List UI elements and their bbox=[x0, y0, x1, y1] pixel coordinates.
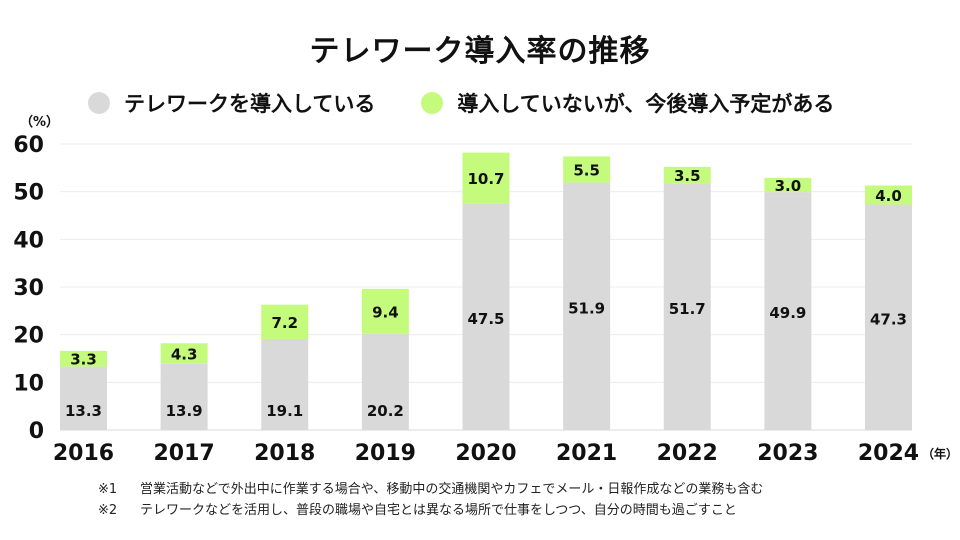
bar-adopted bbox=[865, 204, 912, 430]
x-tick-label: 2019 bbox=[355, 441, 416, 466]
data-label-adopted: 13.3 bbox=[65, 402, 102, 420]
x-tick-label: 2021 bbox=[556, 441, 617, 466]
data-label-planned: 3.3 bbox=[70, 351, 97, 369]
chart-title: テレワーク導入率の推移 bbox=[309, 34, 651, 69]
footnote-2: ※2 テレワークなどを活用し、普段の職場や自宅とは異なる場所で仕事をしつつ、自分… bbox=[98, 500, 763, 521]
legend-label-adopted: テレワークを導入している bbox=[124, 92, 376, 116]
bar-planned bbox=[563, 156, 611, 183]
y-tick-label: 10 bbox=[13, 371, 44, 396]
legend-swatch-planned bbox=[421, 92, 444, 114]
x-tick-label: 2023 bbox=[757, 441, 818, 466]
bar-adopted bbox=[462, 203, 510, 430]
footnote-1: ※1 営業活動などで外出中に作業する場合や、移動中の交通機関やカフェでメール・日… bbox=[98, 479, 763, 500]
data-label-adopted: 49.9 bbox=[769, 304, 806, 322]
footnote-mark: ※2 bbox=[98, 503, 118, 518]
footnotes: ※1 営業活動などで外出中に作業する場合や、移動中の交通機関やカフェでメール・日… bbox=[98, 479, 763, 521]
bar-adopted bbox=[764, 192, 812, 430]
bar-planned bbox=[865, 185, 912, 205]
data-label-adopted: 13.9 bbox=[166, 402, 203, 420]
data-label-adopted: 47.5 bbox=[467, 310, 504, 328]
data-label-planned: 3.0 bbox=[775, 177, 802, 195]
legend: テレワークを導入している 導入していないが、今後導入予定がある bbox=[88, 88, 880, 118]
data-label-planned: 5.5 bbox=[573, 162, 600, 180]
data-label-adopted: 19.1 bbox=[266, 402, 303, 420]
bar-adopted bbox=[60, 366, 107, 430]
legend-swatch-adopted bbox=[88, 92, 110, 114]
y-tick-label: 60 bbox=[13, 133, 44, 158]
data-label-planned: 3.5 bbox=[674, 167, 701, 185]
data-label-planned: 9.4 bbox=[372, 303, 399, 321]
bar-planned bbox=[160, 343, 208, 364]
bar-planned bbox=[663, 166, 711, 184]
x-tick-label: 2024 bbox=[858, 441, 919, 466]
x-axis-unit: （年） bbox=[922, 447, 959, 461]
data-label-adopted: 51.9 bbox=[568, 299, 605, 317]
y-tick-label: 30 bbox=[13, 276, 44, 301]
data-label-planned: 4.0 bbox=[875, 187, 902, 205]
data-label-planned: 7.2 bbox=[271, 314, 298, 332]
bar-planned bbox=[764, 177, 812, 193]
bar-adopted bbox=[261, 338, 309, 430]
y-axis-unit: （%） bbox=[20, 115, 60, 130]
footnote-mark: ※1 bbox=[98, 482, 118, 497]
y-tick-label: 50 bbox=[13, 181, 44, 206]
x-tick-label: 2018 bbox=[254, 441, 315, 466]
bar-adopted bbox=[563, 182, 611, 430]
bar-planned bbox=[361, 288, 409, 334]
bar-planned bbox=[462, 152, 510, 204]
data-label-planned: 10.7 bbox=[467, 170, 504, 188]
y-tick-label: 0 bbox=[29, 419, 44, 444]
legend-item-adopted: テレワークを導入している bbox=[88, 88, 375, 118]
x-tick-label: 2020 bbox=[455, 441, 516, 466]
footnote-text: テレワークなどを活用し、普段の職場や自宅とは異なる場所で仕事をしつつ、自分の時間… bbox=[140, 503, 737, 518]
y-tick-label: 20 bbox=[13, 324, 44, 349]
x-tick-label: 2017 bbox=[154, 441, 215, 466]
bar-planned bbox=[261, 304, 309, 339]
y-tick-label: 40 bbox=[13, 228, 44, 253]
x-tick-label: 2016 bbox=[53, 441, 114, 466]
data-label-planned: 4.3 bbox=[171, 345, 198, 363]
bar-adopted bbox=[663, 183, 711, 430]
x-tick-label: 2022 bbox=[657, 441, 718, 466]
bar-adopted bbox=[160, 363, 208, 430]
data-label-adopted: 51.7 bbox=[669, 300, 706, 318]
legend-label-planned: 導入していないが、今後導入予定がある bbox=[457, 92, 835, 116]
data-label-adopted: 20.2 bbox=[367, 402, 404, 420]
bar-planned bbox=[60, 350, 107, 367]
footnote-text: 営業活動などで外出中に作業する場合や、移動中の交通機関やカフェでメール・日報作成… bbox=[140, 482, 764, 497]
bar-adopted bbox=[361, 333, 409, 430]
legend-item-planned: 導入していないが、今後導入予定がある bbox=[421, 88, 834, 118]
data-label-adopted: 47.3 bbox=[870, 310, 907, 328]
